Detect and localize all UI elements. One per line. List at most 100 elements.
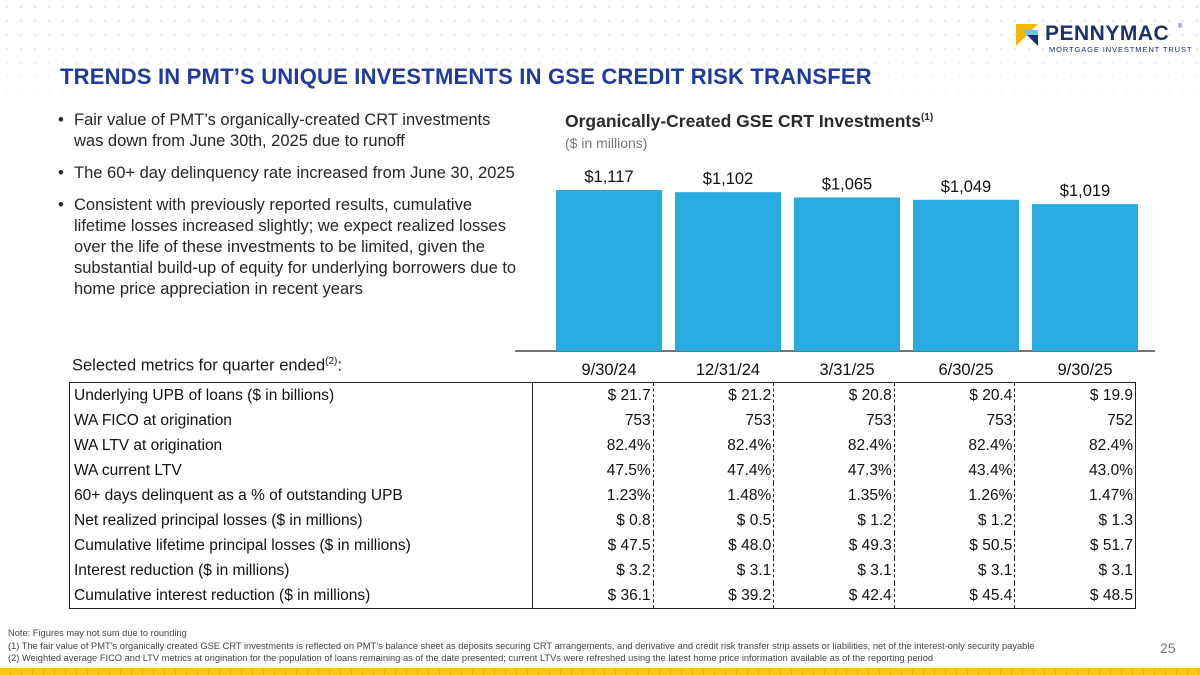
chart-title: Organically-Created GSE CRT Investments(… xyxy=(565,111,933,132)
table-row-label: WA FICO at origination xyxy=(69,408,534,433)
bar-9-30-25 xyxy=(1032,204,1138,351)
data-label: $1,049 xyxy=(941,178,991,196)
metrics-caption-text: Selected metrics for quarter ended xyxy=(72,356,326,375)
x-tick-label: 12/31/24 xyxy=(696,361,760,379)
table-row-label: WA current LTV xyxy=(69,458,534,483)
page-title: TRENDS IN PMT’S UNIQUE INVESTMENTS IN GS… xyxy=(60,64,872,89)
table-cell: 47.4% xyxy=(653,458,775,483)
data-label: $1,019 xyxy=(1060,182,1110,200)
table-cell: 753 xyxy=(653,408,775,433)
table-cell: $ 3.2 xyxy=(532,558,654,583)
table-cell: $ 39.2 xyxy=(653,583,775,609)
table-cell: $ 19.9 xyxy=(1089,386,1133,404)
table-cell: $ 48.5 xyxy=(1089,586,1133,604)
table-cell: 753 xyxy=(773,408,895,433)
table-row-label: WA LTV at origination xyxy=(69,433,534,458)
data-label: $1,102 xyxy=(703,170,753,188)
logo-subtitle: MORTGAGE INVESTMENT TRUST xyxy=(1049,45,1193,54)
table-cell: 82.4% xyxy=(1089,436,1133,454)
table-cell: 752 xyxy=(1107,411,1133,429)
footnote-line: (1) The fair value of PMT’s organically … xyxy=(8,640,1035,651)
table-cell: $ 3.1 xyxy=(894,558,1016,583)
table-cell: 1.23% xyxy=(532,483,654,508)
bar-9-30-24 xyxy=(556,190,662,351)
table-cell: 753 xyxy=(532,408,654,433)
table-row-label: Net realized principal losses ($ in mill… xyxy=(69,508,534,533)
table-cell: $ 1.2 xyxy=(773,508,895,533)
table-cell: $ 0.5 xyxy=(653,508,775,533)
bullet-list: Fair value of PMT’s organically-created … xyxy=(58,110,518,311)
table-row-label: Cumulative interest reduction ($ in mill… xyxy=(69,583,534,609)
pennymac-logo: PENNYMAC ® MORTGAGE INVESTMENT TRUST xyxy=(1016,22,1191,54)
table-cell: 753 xyxy=(894,408,1016,433)
metrics-caption-footnote: (2) xyxy=(325,356,338,367)
table-cell: $ 42.4 xyxy=(773,583,895,609)
table-cell: 43.0% xyxy=(1089,461,1133,479)
table-cell: 43.4% xyxy=(894,458,1016,483)
table-cell: $ 20.8 xyxy=(773,382,895,408)
table-cell: $ 48.0 xyxy=(653,533,775,558)
metrics-caption-suffix: : xyxy=(337,356,342,375)
table-cell: $ 51.7 xyxy=(1089,536,1133,554)
table-cell: $ 1.3 xyxy=(1098,511,1133,529)
bar-6-30-25 xyxy=(913,199,1019,351)
table-cell: $ 49.3 xyxy=(773,533,895,558)
table-cell: $ 47.5 xyxy=(532,533,654,558)
table-cell: $ 3.1 xyxy=(1098,561,1133,579)
page-number: 25 xyxy=(1160,640,1176,656)
logo-mark-icon xyxy=(1016,24,1038,46)
bullet-item: The 60+ day delinquency rate increased f… xyxy=(58,163,518,184)
table-cell: 82.4% xyxy=(773,433,895,458)
footnote-line: Note: Figures may not sum due to roundin… xyxy=(8,628,187,638)
table-cell: $ 3.1 xyxy=(773,558,895,583)
table-row: WA LTV at origination 82.4% 82.4% 82.4% 82.4… xyxy=(69,433,1136,458)
table-cell: $ 50.5 xyxy=(894,533,1016,558)
table-row-label: 60+ days delinquent as a % of outstandin… xyxy=(69,483,534,508)
table-row-label: Cumulative lifetime principal losses ($ … xyxy=(69,533,534,558)
bar-12-31-24 xyxy=(675,192,781,351)
x-tick-label: 6/30/25 xyxy=(938,361,993,379)
chart-subtitle: ($ in millions) xyxy=(565,135,648,151)
table-cell: 1.35% xyxy=(773,483,895,508)
table-row-label: Interest reduction ($ in millions) xyxy=(69,558,534,583)
table-row-label: Underlying UPB of loans ($ in billions) xyxy=(69,382,534,408)
table-cell: $ 20.4 xyxy=(894,382,1016,408)
table-row: Underlying UPB of loans ($ in billions) $… xyxy=(69,382,1136,408)
table-cell: $ 0.8 xyxy=(532,508,654,533)
bullet-item: Fair value of PMT’s organically-created … xyxy=(58,110,518,152)
table-cell: 82.4% xyxy=(894,433,1016,458)
footnote-line: (2) Weighted average FICO and LTV metric… xyxy=(8,653,934,663)
metrics-table-caption: Selected metrics for quarter ended(2): xyxy=(72,356,342,376)
table-cell: $ 21.7 xyxy=(532,382,654,408)
table-row: Cumulative lifetime principal losses ($ … xyxy=(69,533,1136,558)
table-cell: 1.26% xyxy=(894,483,1016,508)
table-cell: $ 3.1 xyxy=(653,558,775,583)
table-row: Interest reduction ($ in millions) $ 3.2 $… xyxy=(69,558,1136,583)
table-cell: 47.5% xyxy=(532,458,654,483)
metrics-table: Underlying UPB of loans ($ in billions) $… xyxy=(69,382,1136,609)
x-tick-label: 3/31/25 xyxy=(819,361,874,379)
table-cell: $ 21.2 xyxy=(653,382,775,408)
logo-registered-mark: ® xyxy=(1178,24,1183,30)
crt-investments-bar-chart: $1,117 9/30/24 $1,102 12/31/24 $1,065 3/31/25… xyxy=(515,168,1155,379)
data-label: $1,117 xyxy=(584,168,633,186)
table-row: Cumulative interest reduction ($ in mill… xyxy=(69,583,1136,609)
logo-name: PENNYMAC xyxy=(1045,22,1170,45)
table-cell: 1.47% xyxy=(1089,486,1133,504)
background-dot-pattern xyxy=(0,0,1200,120)
table-row: WA current LTV 47.5% 47.4% 47.3% 43.4% 43.0% xyxy=(69,458,1136,483)
table-row: WA FICO at origination 753 753 753 753 752 xyxy=(69,408,1136,433)
table-cell: $ 1.2 xyxy=(894,508,1016,533)
table-row: 60+ days delinquent as a % of outstandin… xyxy=(69,483,1136,508)
x-tick-label: 9/30/25 xyxy=(1057,361,1112,379)
table-cell: 47.3% xyxy=(773,458,895,483)
footnotes: Note: Figures may not sum due to roundin… xyxy=(8,627,1035,665)
data-label: $1,065 xyxy=(822,175,872,193)
chart-title-footnote: (1) xyxy=(920,112,934,124)
table-cell: 82.4% xyxy=(532,433,654,458)
table-cell: $ 36.1 xyxy=(532,583,654,609)
table-cell: $ 45.4 xyxy=(894,583,1016,609)
chart-title-text: Organically-Created GSE CRT Investments xyxy=(565,111,921,131)
table-cell: 1.48% xyxy=(653,483,775,508)
table-row: Net realized principal losses ($ in mill… xyxy=(69,508,1136,533)
